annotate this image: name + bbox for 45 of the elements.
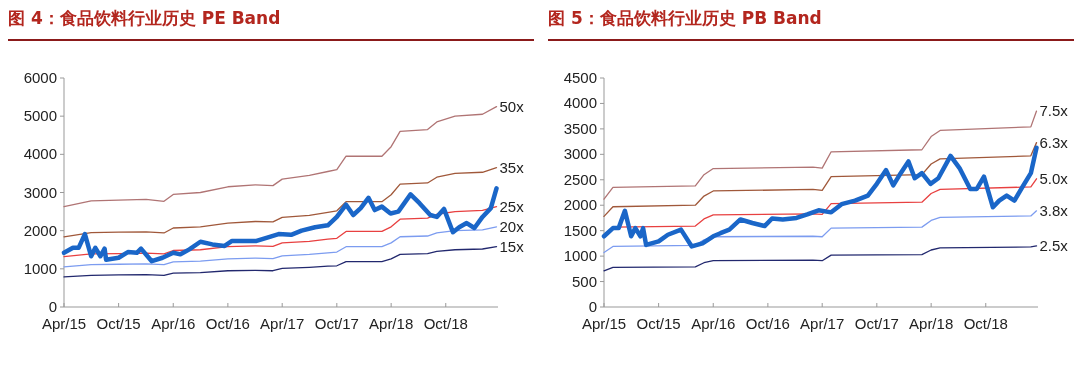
x-tick-label: Oct/17 [854, 315, 899, 332]
y-tick-label: 2000 [563, 196, 597, 214]
y-tick-label: 6000 [23, 69, 57, 86]
series-label: 7.5x [1039, 102, 1069, 120]
x-tick-label: Oct/18 [963, 315, 1008, 332]
series-label: 2.5x [1039, 236, 1069, 254]
series-label: 50x [499, 97, 525, 115]
series-label: 6.3x [1039, 133, 1069, 151]
x-tick-label: Oct/15 [96, 315, 141, 332]
chart-title: 图 4：食品饮料行业历史 PE Band [8, 8, 281, 28]
y-tick-label: 4500 [563, 69, 597, 86]
x-tick-label: Oct/16 [745, 315, 790, 332]
x-tick-label: Apr/16 [151, 315, 196, 332]
y-tick-label: 0 [48, 298, 57, 315]
x-tick-label: Apr/16 [691, 315, 736, 332]
y-tick-label: 3000 [563, 145, 597, 163]
y-tick-label: 1500 [563, 221, 597, 239]
series-label: 5.0x [1039, 169, 1069, 187]
chart-title: 图 5：食品饮料行业历史 PB Band [548, 8, 822, 28]
y-tick-label: 2000 [23, 221, 57, 239]
y-tick-label: 500 [571, 272, 597, 290]
x-tick-label: Apr/18 [369, 315, 414, 332]
y-tick-label: 4000 [563, 94, 597, 112]
y-tick-label: 1000 [23, 259, 57, 277]
x-tick-label: Apr/17 [800, 315, 845, 332]
y-tick-label: 0 [588, 298, 597, 315]
y-tick-label: 1000 [563, 247, 597, 265]
series-label: 35x [499, 158, 525, 176]
y-tick-label: 3500 [563, 119, 597, 137]
series-label: 3.8x [1039, 201, 1069, 219]
y-tick-label: 3000 [23, 183, 57, 201]
y-tick-label: 2500 [563, 170, 597, 188]
series-label: 20x [499, 217, 525, 235]
x-tick-label: Oct/15 [636, 315, 681, 332]
series-label: 25x [499, 197, 525, 215]
y-tick-label: 4000 [23, 145, 57, 163]
series-label: 15x [499, 237, 525, 255]
x-tick-label: Apr/15 [581, 315, 627, 332]
x-tick-label: Oct/17 [314, 315, 359, 332]
x-tick-label: Oct/18 [423, 315, 468, 332]
x-tick-label: Apr/18 [909, 315, 954, 332]
y-tick-label: 5000 [23, 107, 57, 125]
x-tick-label: Apr/15 [41, 315, 87, 332]
x-tick-label: Apr/17 [260, 315, 305, 332]
x-tick-label: Oct/16 [205, 315, 250, 332]
